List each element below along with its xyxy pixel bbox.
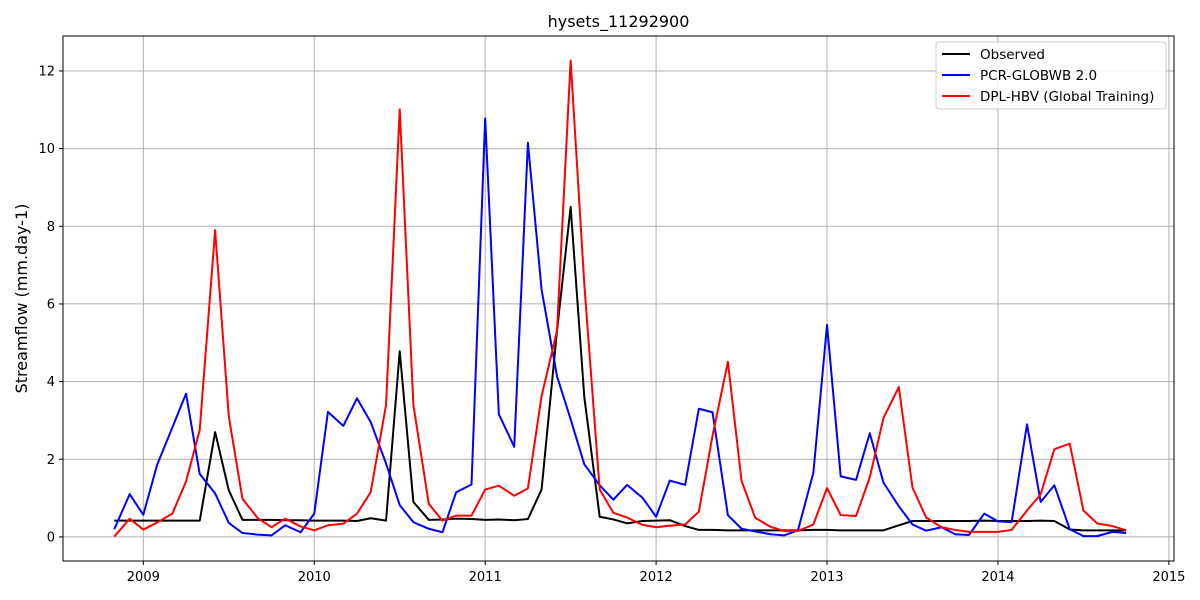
series-line-2 (113, 117, 1127, 538)
x-tick-label: 2014 (981, 570, 1014, 585)
y-tick-label: 4 (47, 375, 55, 390)
legend-label: PCR-GLOBWB 2.0 (980, 68, 1097, 84)
legend: Observed PCR-GLOBWB 2.0 DPL-HBV (Global Tr… (935, 41, 1167, 110)
y-tick-label: 10 (38, 142, 55, 157)
series-line-3 (113, 59, 1127, 538)
x-tick-label: 2010 (298, 570, 331, 585)
y-tick-label: 8 (47, 220, 55, 235)
plot-frame (62, 35, 1175, 562)
legend-label: DPL-HBV (Global Training) (980, 89, 1154, 105)
y-tick-label: 6 (47, 297, 55, 312)
x-tick-label: 2015 (1152, 570, 1185, 585)
x-tick-label: 2009 (127, 570, 160, 585)
y-tick-label: 12 (38, 64, 55, 79)
x-tick-label: 2011 (469, 570, 502, 585)
series-layer (113, 59, 1127, 538)
y-axis: 0 2 4 6 8 10 12 (38, 64, 63, 545)
x-axis: 2009 2010 2011 2012 2013 2014 2015 (127, 561, 1185, 585)
x-tick-label: 2013 (810, 570, 843, 585)
y-axis-label: Streamflow (mm.day-1) (12, 204, 31, 394)
legend-label: Observed (980, 47, 1045, 63)
legend-box (935, 41, 1167, 110)
chart-title: hysets_11292900 (548, 12, 690, 32)
y-tick-label: 0 (47, 530, 55, 545)
y-tick-label: 2 (47, 453, 55, 468)
x-tick-label: 2012 (640, 570, 673, 585)
